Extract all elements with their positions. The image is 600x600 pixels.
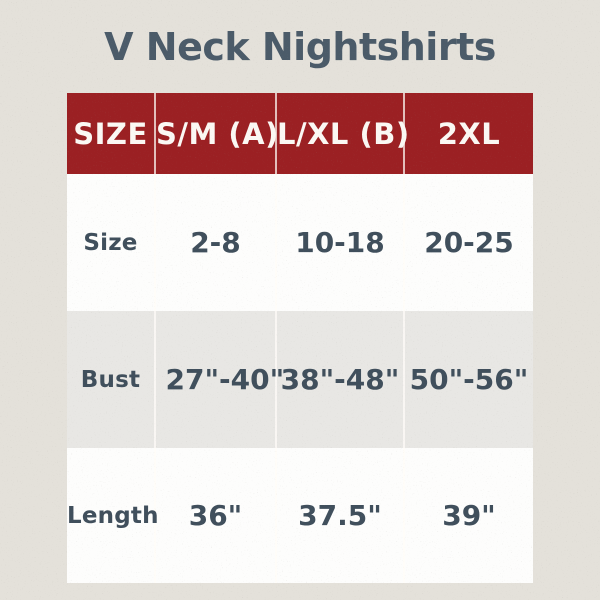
table-row-length: Length 36" 37.5" 39" — [67, 448, 533, 583]
cell-size-2xl: 20-25 — [403, 174, 533, 311]
header-row: SIZE S/M (A) L/XL (B) 2XL — [67, 93, 533, 174]
header-cell-size: SIZE — [67, 93, 155, 174]
row-label-bust: Bust — [67, 311, 155, 448]
header-cell-sm-a: S/M (A) — [154, 93, 278, 174]
cell-size-lxl: 10-18 — [275, 174, 404, 311]
cell-bust-2xl: 50"-56" — [403, 311, 533, 448]
page-title: V Neck Nightshirts — [104, 25, 496, 69]
cell-length-2xl: 39" — [403, 448, 533, 583]
size-chart-table: SIZE S/M (A) L/XL (B) 2XL Size 2-8 10-18… — [67, 93, 533, 583]
row-label-length: Length — [67, 448, 158, 583]
header-cell-lxl-b: L/XL (B) — [275, 93, 409, 174]
table-row-bust: Bust 27"-40" 38"-48" 50"-56" — [67, 311, 533, 448]
cell-size-sm: 2-8 — [154, 174, 276, 311]
cell-bust-sm: 27"-40" — [154, 311, 285, 448]
header-cell-2xl: 2XL — [403, 93, 533, 174]
table-row-size: Size 2-8 10-18 20-25 — [67, 174, 533, 311]
cell-length-sm: 36" — [154, 448, 276, 583]
cell-bust-lxl: 38"-48" — [275, 311, 404, 448]
row-label-size: Size — [67, 174, 155, 311]
cell-bust-sm-value: 27"-40" — [165, 363, 285, 396]
cell-length-lxl: 37.5" — [275, 448, 404, 583]
